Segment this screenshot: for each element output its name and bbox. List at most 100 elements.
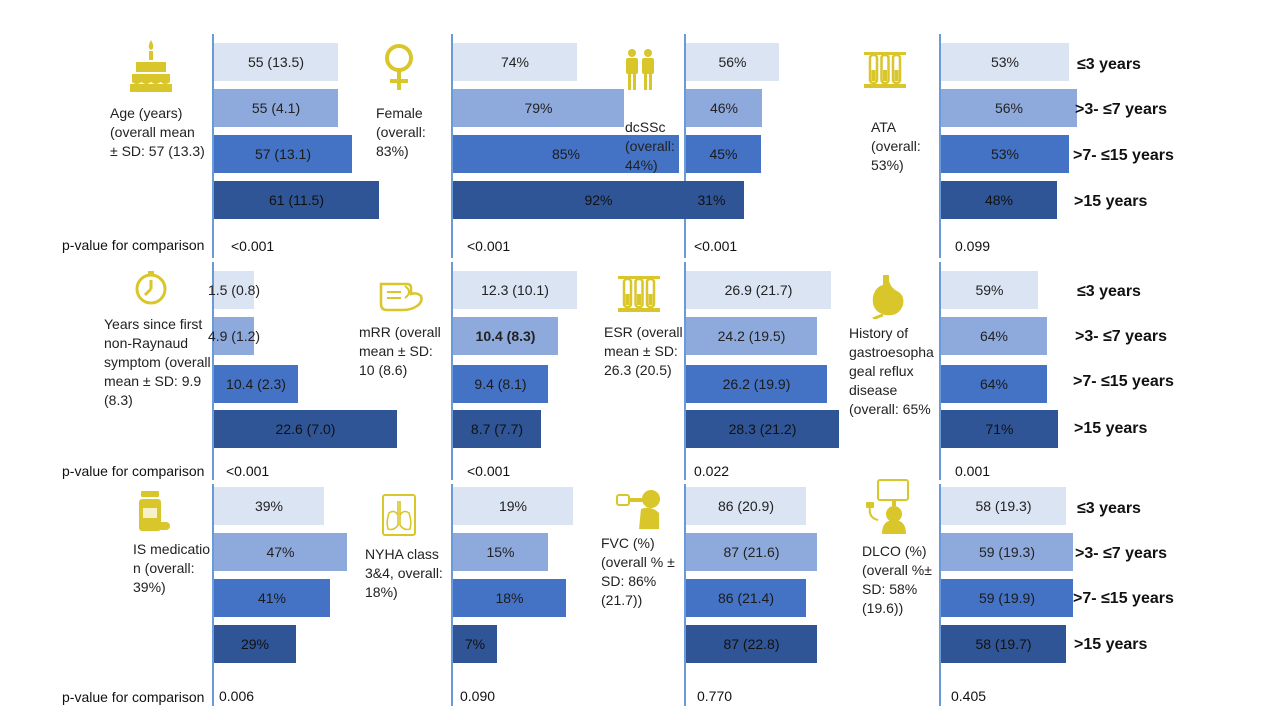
metric-label: mRR (overall mean ± SD: 10 (8.6) [359,324,441,378]
bar: 59 (19.9) [941,579,1073,617]
bar: 57 (13.1) [214,135,352,173]
bar: 56% [686,43,779,81]
bar: 46% [686,89,762,127]
category-label: ≤3 years [1077,283,1141,300]
divider-line [451,484,453,706]
bar: 8.7 (7.7) [453,410,541,448]
divider-line [939,484,941,706]
bar: 7% [453,625,497,663]
bar: 10.4 (2.3) [214,365,298,403]
p-value: 0.022 [694,463,730,479]
p-value: <0.001 [231,238,275,254]
category-label: >15 years [1074,420,1148,437]
p-value: <0.001 [226,463,270,479]
metric-label: Years since first non-Raynaud symptom (o… [104,316,211,408]
dlco-monitor-icon [864,478,912,536]
p-value-label: p-value for comparison [62,237,205,253]
test-tubes-icon [862,46,908,90]
p-value: 0.001 [955,463,991,479]
p-value: 0.006 [219,688,255,704]
bar: 28.3 (21.2) [686,410,839,448]
category-label: >3- ≤7 years [1075,545,1167,562]
category-label: >7- ≤15 years [1073,373,1174,390]
metric-label: IS medicatio n (overall: 39%) [133,541,211,595]
p-value-label: p-value for comparison [62,463,205,479]
divider-line [939,34,941,258]
bar: 18% [453,579,566,617]
p-value: <0.001 [467,238,511,254]
bar: 59% [941,271,1038,309]
p-value: <0.001 [694,238,738,254]
category-label: >15 years [1074,193,1148,210]
divider-line [212,34,214,258]
bar: 86 (20.9) [686,487,806,525]
divider-line [451,262,453,480]
bar: 53% [941,135,1069,173]
p-value: 0.770 [697,688,733,704]
bar: 26.2 (19.9) [686,365,827,403]
bar: 4.9 (1.2) [208,317,260,355]
category-label: >7- ≤15 years [1073,147,1174,164]
test-tubes-icon [616,270,662,314]
category-label: ≤3 years [1077,56,1141,73]
divider-line [451,34,453,258]
bar: 61 (11.5) [214,181,379,219]
p-value: 0.090 [460,688,496,704]
medication-bottle-icon [137,490,171,534]
bar: 22.6 (7.0) [214,410,397,448]
metric-label: FVC (%) (overall % ± SD: 86% (21.7)) [601,535,675,608]
bar: 47% [214,533,347,571]
stomach-icon [869,273,905,319]
bar: 85% [453,135,679,173]
bar: 12.3 (10.1) [453,271,577,309]
bar: 26.9 (21.7) [686,271,831,309]
bar: 24.2 (19.5) [686,317,817,355]
bar: 56% [941,89,1077,127]
bar: 59 (19.3) [941,533,1073,571]
birthday-cake-icon [126,38,176,94]
divider-line [684,484,686,706]
metric-label: ESR (overall mean ± SD: 26.3 (20.5) [604,324,683,378]
divider-line [212,262,214,480]
metric-label: dcSSc (overall: 44%) [625,119,675,173]
bar: 31% [686,181,737,219]
metric-label: Female (overall: 83%) [376,105,426,159]
bar: 58 (19.7) [941,625,1066,663]
metric-label: History of gastroesopha geal reflux dise… [849,325,934,417]
body-figures-icon [622,48,658,92]
p-value: 0.405 [951,688,987,704]
bar: 55 (13.5) [214,43,338,81]
p-value: 0.099 [955,238,991,254]
bar: 58 (19.3) [941,487,1066,525]
lungs-xray-icon [381,493,417,537]
bar: 64% [941,365,1047,403]
bar: 48% [941,181,1057,219]
bar: 15% [453,533,548,571]
bar: 79% [453,89,624,127]
bar: 29% [214,625,296,663]
metric-label: ATA (overall: 53%) [871,119,921,173]
stopwatch-icon [133,270,169,306]
bar: 86 (21.4) [686,579,806,617]
spirometry-icon [615,487,661,531]
metric-label: DLCO (%) (overall %± SD: 58% (19.6)) [862,543,932,616]
bar: 9.4 (8.1) [453,365,548,403]
bar: 74% [453,43,577,81]
bar: 64% [941,317,1047,355]
category-label: ≤3 years [1077,500,1141,517]
category-label: >7- ≤15 years [1073,590,1174,607]
bar: 71% [941,410,1058,448]
divider-line [212,484,214,706]
bar: 10.4 (8.3) [453,317,558,355]
bar: 45% [686,135,761,173]
category-label: >3- ≤7 years [1075,101,1167,118]
bar: 55 (4.1) [214,89,338,127]
bar: 1.5 (0.8) [208,271,260,309]
bar: 39% [214,487,324,525]
p-value-label: p-value for comparison [62,689,205,705]
metric-label: Age (years) (overall mean ± SD: 57 (13.3… [110,105,205,159]
bar: 87 (22.8) [686,625,817,663]
female-symbol-icon [382,42,416,94]
divider-line [684,262,686,480]
